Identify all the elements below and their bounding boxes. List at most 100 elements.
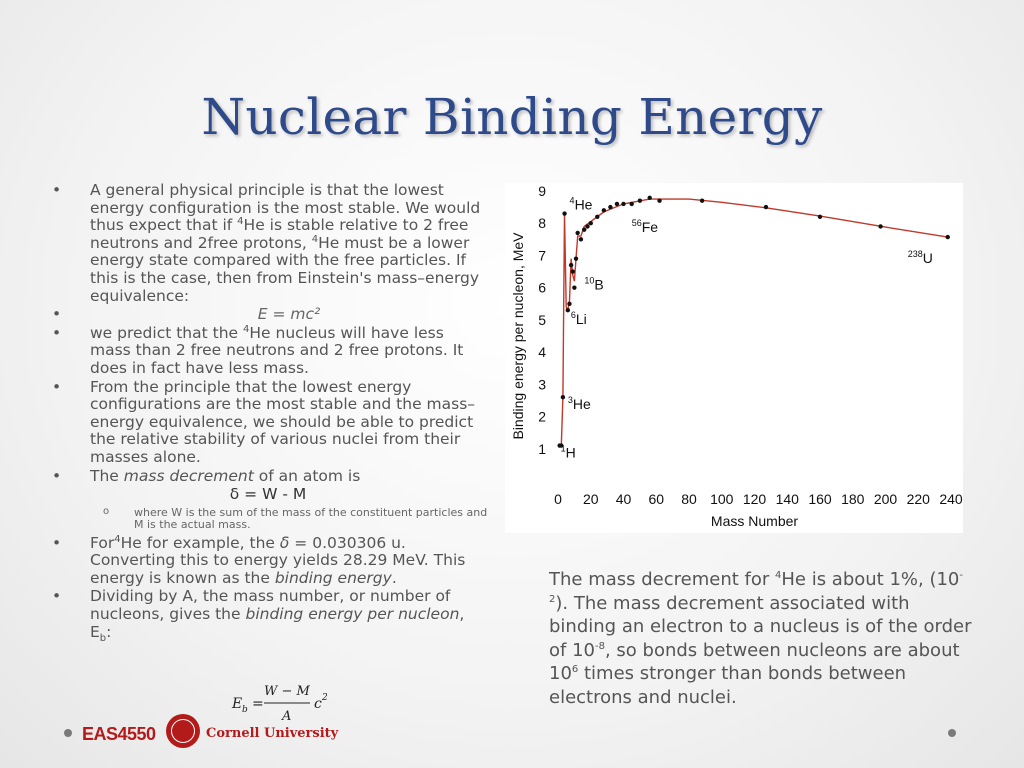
emphasis: mass decrement (123, 466, 254, 485)
bullet-text: He nucleus will have less mass than 2 fr… (90, 323, 464, 377)
bullet-item: • E = mc² (48, 306, 488, 324)
nuclide-mass-number: 4 (570, 196, 575, 206)
nuclide-symbol: Li (576, 311, 587, 327)
x-tick-label: 240 (939, 491, 963, 507)
data-point (647, 195, 652, 200)
note-text: He is about 1%, (10 (781, 569, 960, 590)
sub-bullet-item: o where W is the sum of the mass of the … (48, 505, 488, 531)
data-point (585, 224, 590, 229)
x-tick-label: 220 (907, 491, 931, 507)
data-point (699, 198, 705, 203)
data-point (657, 198, 662, 203)
university-name: Cornell University (206, 726, 339, 741)
eq-c: c (314, 696, 322, 712)
decor-dot (948, 729, 956, 737)
note-text: times stronger than bonds between electr… (549, 663, 907, 708)
emphasis: binding energy per nucleon (245, 605, 460, 624)
x-tick-label: 200 (874, 491, 898, 507)
y-tick-label: 2 (538, 409, 546, 425)
binding-energy-curve (559, 198, 948, 447)
eq-c-sup: 2 (321, 693, 328, 703)
data-point (817, 214, 823, 219)
nuclide-mass-number: 10 (584, 276, 594, 286)
superscript: -8 (594, 640, 605, 652)
x-axis-label: Mass Number (711, 513, 798, 529)
y-tick-label: 6 (538, 280, 546, 296)
data-point (578, 237, 584, 242)
data-point (570, 269, 575, 274)
subscript: b (99, 632, 107, 644)
y-tick-label: 5 (538, 312, 546, 328)
superscript: 4 (243, 323, 250, 335)
bullet-text: . (391, 568, 397, 587)
eq-numerator: W − M (264, 684, 311, 699)
data-point (614, 201, 620, 207)
data-point (559, 443, 564, 448)
bullet-text: = 0.030306 u. Converting this to energy … (90, 533, 466, 587)
bullet-text: He is stable relative to 2 free neutrons… (90, 216, 469, 252)
delta-formula: δ = W - M (229, 485, 307, 504)
bullet-item: • we predict that the 4He nucleus will h… (48, 323, 488, 378)
x-tick-label: 140 (776, 491, 800, 507)
superscript: 4 (114, 533, 121, 545)
data-point (568, 262, 574, 268)
bullet-symbol: • (52, 587, 62, 606)
bullet-text: He must be a lower energy state compared… (90, 233, 480, 305)
eq-lhs-sub: b (242, 705, 248, 715)
nuclide-label: 3He (568, 395, 591, 412)
data-point (572, 285, 577, 290)
emc2-formula: E = mc² (257, 305, 321, 324)
course-logo: EAS4550 (82, 724, 156, 744)
data-point (562, 211, 567, 216)
decor-dot (64, 729, 72, 737)
bullet-symbol: • (52, 533, 62, 552)
data-point (595, 214, 600, 219)
data-point (575, 230, 580, 236)
bullet-item: • From the principle that the lowest ene… (48, 377, 488, 467)
bullet-symbol: • (52, 305, 62, 324)
nuclide-symbol: He (575, 197, 593, 213)
y-axis-label: Binding energy per nucleon, MeV (510, 232, 526, 440)
equation-svg: E b = W − M A c 2 (231, 684, 328, 724)
x-tick-label: 100 (710, 491, 734, 507)
bullet-text: From the principle that the lowest energ… (90, 377, 476, 466)
emphasis: δ (279, 533, 290, 552)
bullet-text: He for example, the (120, 533, 280, 552)
sub-bullet-text: where W is the sum of the mass of the co… (134, 505, 488, 531)
nuclide-symbol: He (573, 396, 591, 412)
data-point (629, 201, 634, 207)
nuclide-mass-number: 56 (632, 218, 642, 228)
data-point (573, 256, 579, 261)
superscript: 6 (571, 664, 579, 675)
bullet-text: , E (90, 605, 465, 641)
superscript: 4 (774, 570, 782, 581)
note-text: The mass decrement for (549, 569, 775, 590)
y-tick-label: 7 (538, 247, 546, 263)
binding-energy-equation: E b = W − M A c 2 (230, 682, 340, 730)
y-tick-label: 4 (538, 344, 546, 360)
data-point (565, 308, 571, 313)
nuclide-label: 4He (570, 196, 593, 213)
eq-equals: = (252, 696, 264, 712)
bullet-list: • A general physical principle is that t… (48, 181, 488, 644)
nuclide-label: 10B (584, 276, 603, 293)
x-tick-label: 160 (808, 491, 832, 507)
note-text: , so bonds between nucleons are about 10 (549, 639, 960, 685)
data-point (945, 234, 950, 240)
nuclide-label: 238U (908, 249, 933, 266)
slide-title: Nuclear Binding Energy (201, 88, 823, 146)
x-tick-label: 180 (841, 491, 865, 507)
superscript: 4 (311, 233, 319, 245)
data-point (588, 221, 593, 226)
bullet-text: For (90, 533, 115, 552)
bullet-item: • The mass decrement of an atom is (48, 466, 488, 486)
y-tick-label: 3 (538, 376, 546, 392)
nuclide-symbol: U (923, 250, 933, 266)
data-point (637, 198, 643, 203)
y-tick-label: 1 (538, 441, 546, 457)
eq-denominator: A (281, 709, 291, 724)
bullet-symbol: • (52, 466, 62, 485)
nuclide-symbol: Fe (642, 219, 659, 235)
x-tick-label: 120 (743, 491, 767, 507)
bullet-item: • A general physical principle is that t… (48, 181, 488, 305)
